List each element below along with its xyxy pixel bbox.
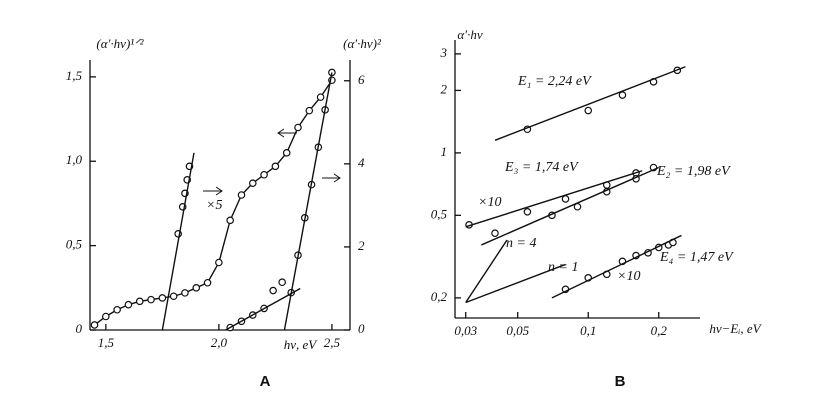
data-point [248,179,257,187]
series-line [283,72,333,331]
x-tick-label: 1,5 [98,335,115,350]
x-tick-label: 0,1 [580,323,596,338]
data-point [203,278,212,287]
x-tick-label: 0,03 [454,323,477,338]
data-point [169,292,178,301]
data-point [294,123,302,132]
data-point [90,321,99,329]
annotation: ×10 [617,269,640,284]
series-line [551,234,682,299]
y-tick-label: 0,2 [431,289,448,304]
y2-tick-label: 2 [358,238,365,253]
data-point [584,106,593,115]
x-tick-label: 2,0 [211,335,228,350]
panel-label: B [615,373,626,390]
arrow [277,128,297,138]
y-tick-label: 0 [76,321,83,336]
data-point [282,149,291,157]
annotation: ×10 [478,195,501,210]
data-point [124,300,133,309]
data-point [192,284,201,292]
data-point [305,106,314,115]
series-line [481,166,660,246]
x-tick-label: 0,05 [506,323,529,338]
panel-label: A [260,373,271,390]
data-point [561,195,570,203]
data-point [102,312,110,321]
data-point [147,295,155,304]
y-tick-label: 1,5 [66,68,83,83]
data-point [226,216,234,225]
data-point [158,294,167,302]
y-tick-label: 3 [440,45,448,60]
annotation: n = 4 [506,236,536,251]
data-point [237,191,246,199]
arrow [203,186,223,196]
annotation: ×5 [206,198,222,213]
data-point [181,289,189,297]
annotation: E₄ = 1,47 eV [659,250,734,265]
series-line [465,170,643,228]
x-tick-label: 0,2 [651,323,668,338]
y2-tick-label: 0 [358,321,365,336]
annotation: E₁ = 2,24 eV [517,74,592,89]
series-line [161,152,195,331]
y-tick-label: 0,5 [431,206,448,221]
y-tick-label: 1 [441,144,448,159]
y-axis-label: α′·hν [457,27,482,42]
series-line [465,239,508,303]
y-axis-label: (α′·hν)¹ᐟ² [96,36,144,51]
y2-tick-label: 6 [358,72,365,87]
y-tick-label: 2 [441,81,448,96]
data-point [269,286,277,295]
series-line [94,79,333,326]
annotation: n = 1 [548,260,578,275]
x-tick-label: 2,5 [324,335,341,350]
data-point [278,278,286,287]
series-line [494,66,686,141]
x-axis-label: hν−Eᵢ, eV [709,321,762,336]
data-point [113,305,121,314]
series-line [465,263,566,304]
annotation: E₃ = 1,74 eV [504,160,579,175]
series-line [225,287,301,331]
data-point [523,207,532,216]
y-tick-label: 0,5 [66,237,83,252]
y-tick-label: 1,0 [66,152,83,167]
data-point [491,229,499,238]
data-point [260,170,268,179]
arrow [322,173,341,183]
data-point [316,93,325,101]
y2-axis-label: (α′·hν)² [343,36,382,51]
data-point [215,258,223,267]
data-point [135,297,144,306]
x-axis-label: hν, eV [284,337,319,352]
data-point [618,91,627,99]
annotation: E₂ = 1,98 eV [656,164,731,179]
y2-tick-label: 4 [358,155,365,170]
data-point [271,162,280,171]
